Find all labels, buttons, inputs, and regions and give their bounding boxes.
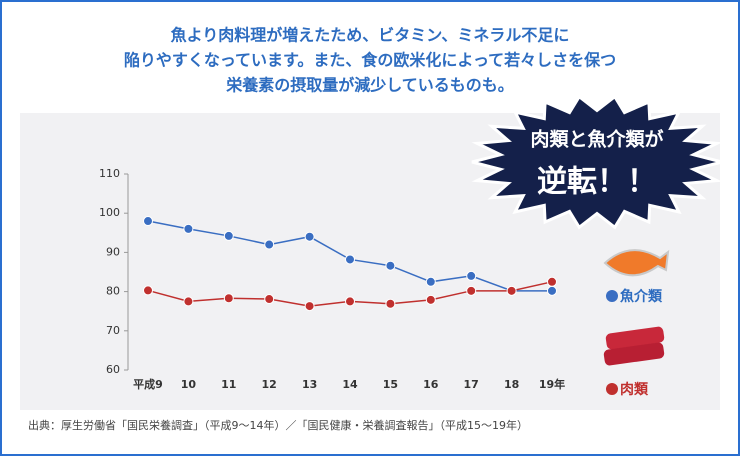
data-point [385, 260, 396, 271]
data-point [143, 285, 153, 296]
callout-text: 肉類と魚介類が [530, 128, 663, 151]
meat-icon [603, 326, 665, 366]
y-tick-label: 80 [106, 285, 120, 298]
x-tick-label: 14 [342, 378, 358, 391]
fish-shape [603, 249, 670, 277]
data-point [466, 285, 477, 296]
plot: 60 70 80 90 100 110 平成9 10 11 12 13 14 15 16 17 18 19年 [99, 167, 565, 391]
data-point [304, 301, 315, 312]
source-note: 出典：厚生労働省「国民栄養調査」（平成9～14年）／「国民健康・栄養調査報告」（… [28, 418, 528, 432]
data-point [345, 254, 355, 265]
data-point [425, 294, 436, 305]
fish-icon [603, 249, 670, 277]
meat-slice [603, 342, 665, 366]
y-tick-label: 110 [99, 167, 120, 180]
data-point [183, 223, 194, 234]
data-point [547, 285, 557, 296]
x-tick-label: 11 [221, 378, 236, 391]
x-tick-label: 17 [464, 378, 479, 391]
x-tick-label: 15 [383, 378, 398, 391]
data-point [506, 285, 517, 296]
data-point [264, 294, 275, 305]
y-tick-label: 60 [106, 363, 120, 376]
data-point [345, 296, 355, 307]
x-tick-label: 16 [423, 378, 439, 391]
legend-dot [606, 383, 618, 395]
data-point [223, 230, 234, 241]
x-tick-label: 13 [302, 378, 317, 391]
x-tick-label: 10 [181, 378, 197, 391]
data-point [385, 298, 396, 309]
data-point [425, 276, 436, 287]
data-point [547, 276, 557, 287]
header-line: 栄養素の摂取量が減少しているものも。 [225, 76, 514, 95]
x-tick-label: 19年 [539, 377, 565, 391]
header-line: 陥りやすくなっています。また、食の欧米化によって若々しさを保つ [124, 51, 616, 70]
y-tick-label: 100 [99, 206, 120, 219]
legend-label: 魚介類 [620, 288, 663, 305]
data-point [466, 270, 477, 281]
burst [471, 94, 723, 230]
data-point [264, 239, 275, 250]
meat-slice [605, 326, 665, 350]
y-tick-label: 90 [106, 245, 120, 258]
legend-dot [606, 290, 618, 302]
callout: 肉類と魚介類が 逆転！！ [471, 94, 723, 230]
data-point [143, 216, 153, 227]
header-line: 魚より肉料理が増えたため、ビタミン、ミネラル不足に [171, 26, 570, 45]
y-tick-label: 70 [106, 324, 120, 337]
data-point [304, 231, 315, 242]
callout-text: 逆転！！ [537, 165, 657, 200]
data-point [223, 293, 234, 304]
legend-label: 肉類 [620, 381, 649, 398]
data-point [183, 296, 194, 307]
x-tick-label: 平成9 [133, 377, 163, 391]
x-tick-label: 18 [504, 378, 519, 391]
x-tick-label: 12 [262, 378, 277, 391]
